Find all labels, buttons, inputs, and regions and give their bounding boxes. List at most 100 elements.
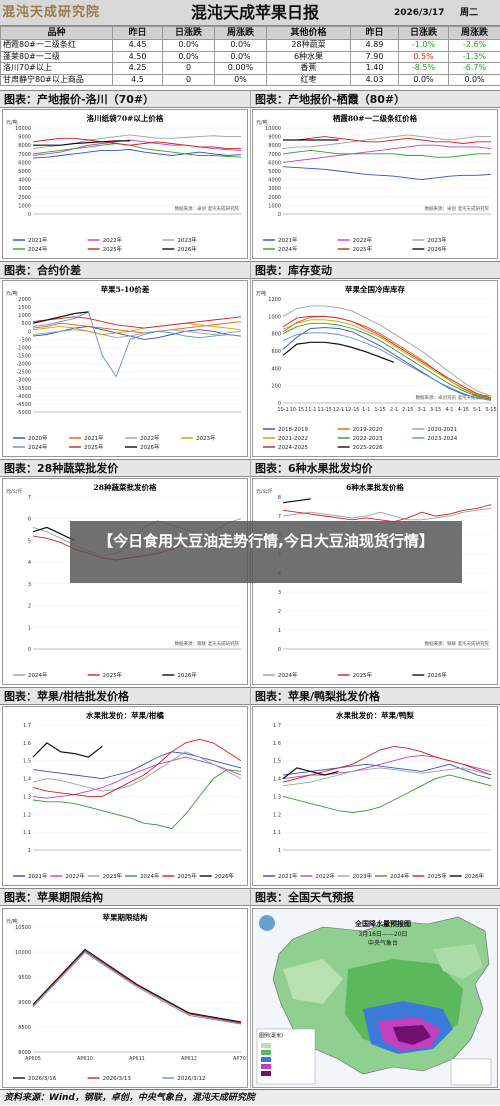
legend-label: 2022年 [315,872,335,880]
y-tick-label: 0 [28,329,31,335]
y-tick-label: 1.2 [23,812,31,818]
y-tick-label: 1000 [18,313,31,319]
weather-map: 全国降水量预报图 3月16日——20日 中央气象台 图例(毫米) [252,908,498,1088]
y-tick-label: 7 [28,495,31,501]
report-weekday: 周二 [460,0,490,26]
legend-label: 2025年 [103,671,123,679]
y-tick-label: 1.4 [23,777,31,783]
y-axis-unit: 元/公斤 [6,488,23,495]
table-cell: 0 [163,74,215,86]
y-tick-label: 600 [271,349,281,355]
y-tick-label: 1.1 [23,830,31,836]
legend-label: 2024年 [278,671,298,679]
y-tick-label: 3000 [268,186,281,192]
chart-title: 苹果全国冷库库存 [345,284,405,294]
y-tick-label: 1 [278,848,281,854]
table-cell: 0 [163,63,215,75]
legend-label: 2024年 [278,245,298,253]
section-title: 图表：苹果/柑桔批发价格 [0,687,250,705]
table-cell: 0.0% [215,40,267,52]
legend-label: 2023年 [196,434,216,442]
y-tick-label: -1500 [16,354,31,360]
y-tick-label: -2000 [16,362,31,368]
y-tick-label: 1 [28,848,31,854]
table-cell: -6.7% [449,63,500,75]
y-tick-label: 2000 [268,195,281,201]
column-divider [250,90,251,1088]
legend-label: 2025年 [103,245,123,253]
y-tick-label: 400 [271,366,281,372]
table-cell: 28种蔬菜 [267,40,351,52]
legend-label: 2018-2019 [278,427,308,433]
series-line [283,167,491,180]
table-cell: 4.45 [113,40,163,52]
y-tick-label: 4000 [268,178,281,184]
chart-title: 水果批发价：苹果/鸭梨 [336,710,414,720]
report-header: 混沌天成研究院 混沌天成苹果日报 2026/3/17 周二 [0,0,500,26]
y-tick-label: 4 [28,560,31,566]
price-table-header: 品种 昨日 日涨跌 周涨跌 其他价格 昨日 日涨跌 周涨跌 [1,27,500,40]
table-cell: 7.90 [351,51,399,63]
legend-label: 2025年 [84,443,104,451]
legend-label: 2026年 [177,245,197,253]
table-cell: 0% [215,74,267,86]
series-line [283,323,491,399]
table-cell: 4.50 [113,51,163,63]
series-line [283,746,491,782]
y-tick-label: 10500 [15,925,31,931]
x-tick-label: 11-15 [317,407,332,413]
map-legend-title: 图例(毫米) [259,1032,315,1039]
series-line [33,757,241,798]
chart-source-note: 数据来源：钢联 混沌天成研究院 [175,640,240,647]
col-header: 昨日 [113,27,163,40]
table-cell: 4.89 [351,40,399,52]
section-title: 图表：28种蔬菜批发价 [0,459,250,477]
col-header: 日涨跌 [163,27,215,40]
legend-label: 2026/3/16 [28,1076,57,1082]
legend-label: 2024年 [390,872,410,880]
y-tick-label: 0 [278,647,281,653]
col-header: 品种 [1,27,113,40]
series-line [283,764,491,778]
section-title: 图表：苹果/鸭梨批发价格 [251,687,500,705]
series-line [283,508,491,519]
y-axis-unit: 元/吨 [6,918,18,925]
y-tick-label: 1.3 [273,794,281,800]
map-agency: 中央气象台 [313,938,453,947]
x-tick-label: 1-15 [374,407,385,413]
y-tick-label: 1.2 [273,812,281,818]
table-cell: -1.0% [399,40,449,52]
legend-label: 2024年 [28,443,48,451]
legend-label: 2024-2025 [278,445,308,451]
series-line [33,953,241,1025]
col-header: 周涨跌 [215,27,267,40]
y-tick-label: -5000 [16,410,31,416]
article-title-overlay[interactable]: 【今日食用大豆油走势行情,今日大豆油现货行情】 [70,521,462,583]
x-tick-label: 1-1 [362,407,370,413]
x-tick-label: 5-15 [485,407,496,413]
legend-label: 2024年 [28,671,48,679]
y-tick-label: 6000 [18,160,31,166]
y-tick-label: 1.4 [273,777,281,783]
x-tick-label: 12-15 [345,407,360,413]
legend-label: 2019-2020 [353,427,383,433]
y-tick-label: 1.7 [23,723,31,729]
chart-title: 洛川纸袋70#以上价格 [87,113,164,123]
y-tick-label: 1 [278,628,281,634]
y-tick-label: -2500 [16,370,31,376]
legend-label: 2025-2026 [353,445,383,451]
chart-title: 苹果5-10价差 [101,284,150,294]
y-tick-label: 1.1 [273,830,281,836]
y-tick-label: 7000 [268,152,281,158]
y-tick-label: 7 [278,514,281,520]
y-axis-unit: 元/吨 [6,290,18,297]
series-line [283,499,311,503]
x-tick-label: 10-1 [277,407,288,413]
legend-label: 2021年 [84,434,104,442]
series-line [33,752,241,779]
y-tick-label: 6 [28,517,31,523]
